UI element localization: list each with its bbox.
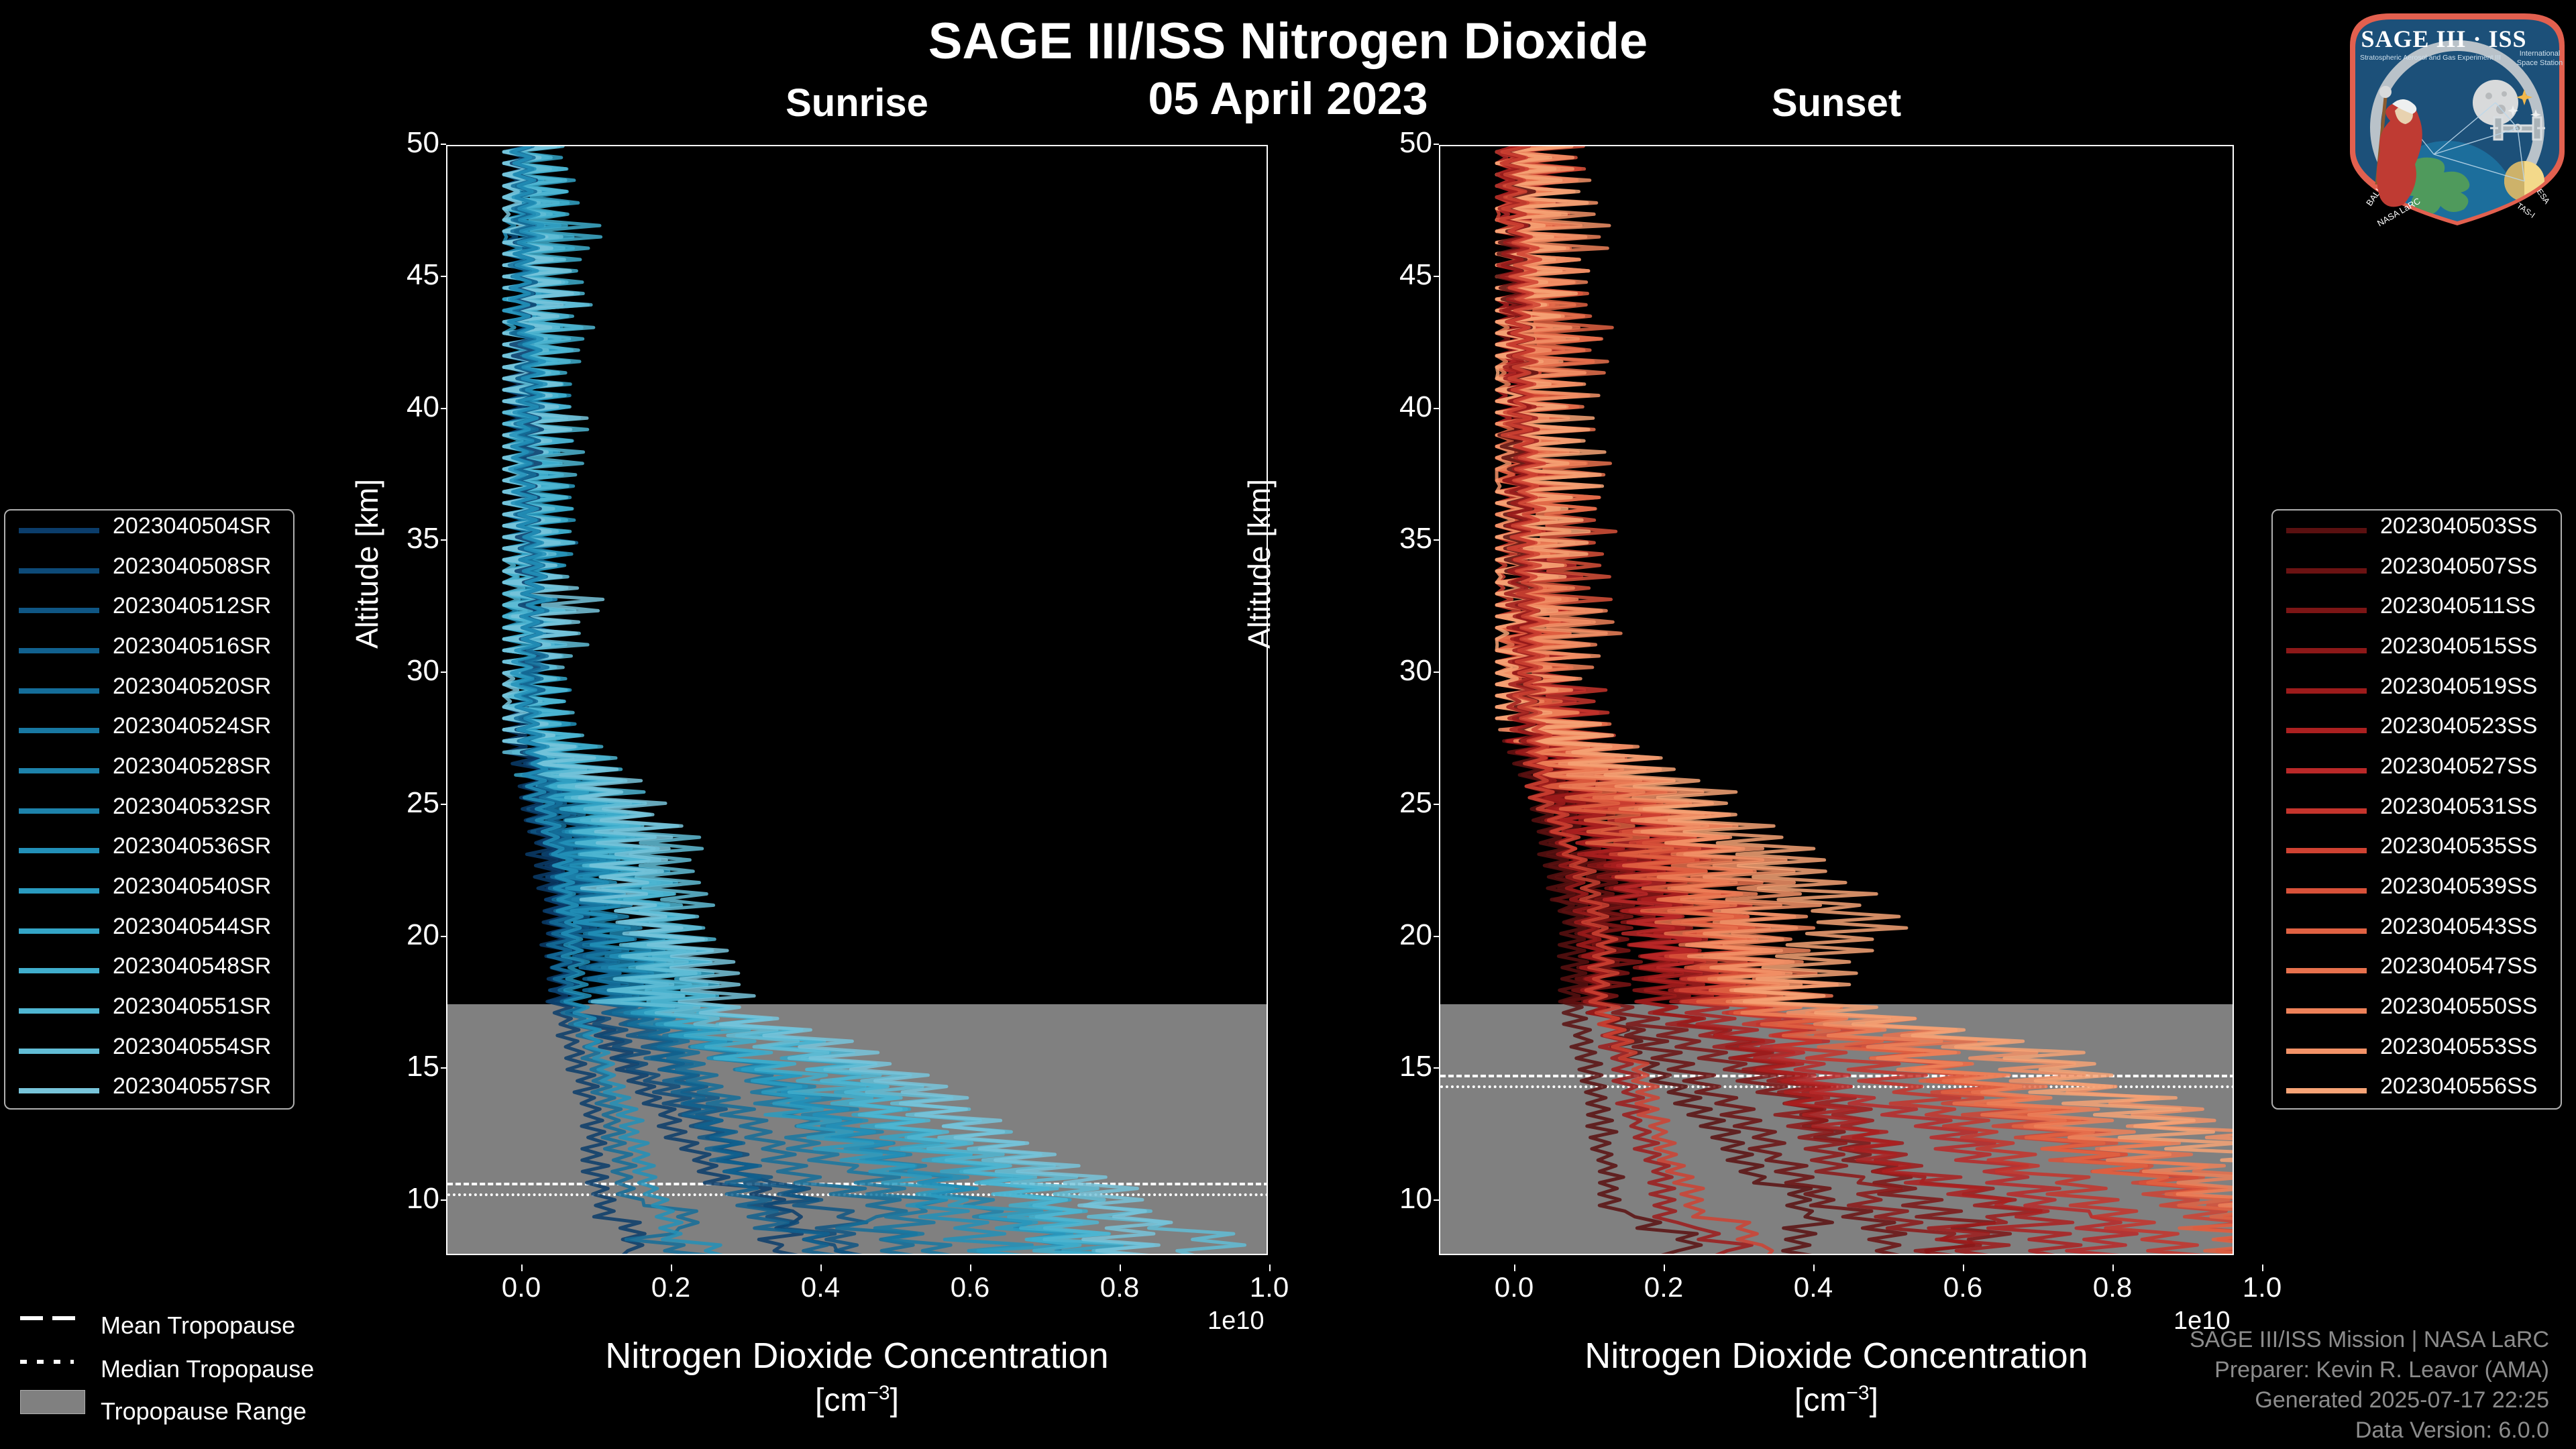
- svg-text:SAGE III · ISS: SAGE III · ISS: [2361, 25, 2526, 52]
- svg-text:Space Station: Space Station: [2517, 59, 2563, 67]
- svg-text:International: International: [2520, 50, 2561, 58]
- svg-text:TAS-I: TAS-I: [2515, 201, 2536, 220]
- svg-text:Stratospheric Aerosol and Gas: Stratospheric Aerosol and Gas Experiment…: [2360, 54, 2501, 62]
